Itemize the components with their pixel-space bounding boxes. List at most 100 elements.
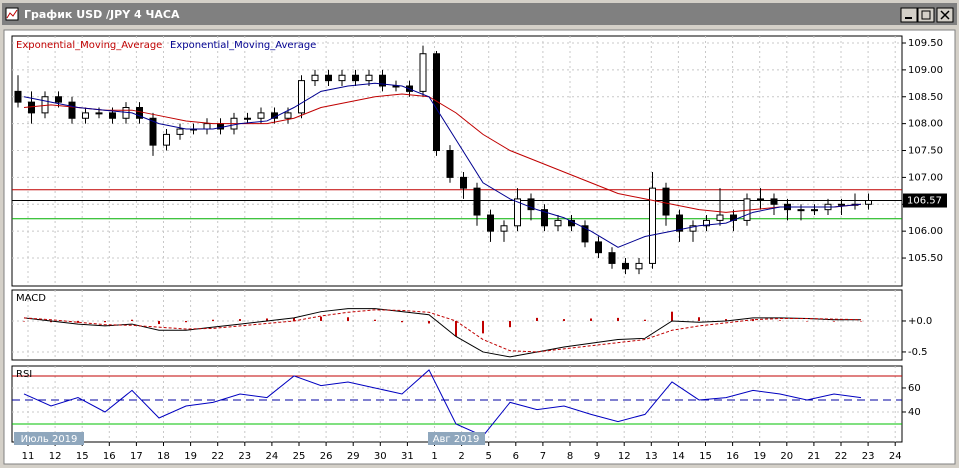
candle-body (55, 96, 62, 103)
candle-body (500, 225, 508, 232)
candle-body (109, 112, 116, 119)
macd-bar (617, 317, 619, 321)
macd-bar (266, 318, 268, 321)
macd-bar (50, 320, 52, 323)
macd-bar (239, 319, 241, 321)
candle-body (716, 214, 724, 221)
candle-body (554, 219, 562, 227)
candle-body (662, 187, 670, 216)
indicator-line (23, 93, 862, 213)
macd-bar (455, 320, 457, 337)
candle-body (595, 241, 602, 254)
indicator-line (23, 308, 861, 358)
window-icon (5, 7, 19, 21)
candle-body (433, 53, 440, 152)
panel-frame (11, 35, 903, 287)
macd-bar (428, 320, 430, 324)
candle-body (163, 133, 170, 146)
candle-body (581, 225, 589, 243)
indicator-line (23, 369, 862, 437)
window-buttons[interactable] (900, 7, 954, 23)
y-tick-label: 107.00 (908, 172, 943, 183)
x-tick-label: 5 (486, 451, 492, 462)
period-label-box (14, 432, 84, 445)
y-tick-label: 109.50 (908, 38, 943, 49)
y-tick-label: -0.5 (908, 347, 928, 358)
last-price-label: 106.57 (907, 196, 942, 207)
macd-bar (644, 319, 646, 321)
macd-bar (590, 318, 592, 321)
macd-bar (833, 320, 835, 322)
x-tick-label: 1 (431, 451, 437, 462)
candle-body (14, 90, 22, 103)
y-tick-label: 106.00 (908, 226, 943, 237)
macd-bar (77, 320, 79, 323)
x-tick-label: 30 (374, 451, 387, 462)
candle-body (703, 219, 710, 227)
last-price-box (903, 193, 947, 208)
macd-bar (212, 319, 214, 321)
x-tick-label: 26 (320, 451, 333, 462)
x-tick-label: 12 (49, 451, 62, 462)
x-tick-label: 24 (889, 451, 902, 462)
candle-body (649, 187, 656, 264)
x-tick-label: 24 (266, 451, 279, 462)
x-tick-label: 31 (401, 451, 414, 462)
candle-body (28, 101, 35, 114)
candle-body (527, 198, 535, 211)
candle-body (487, 214, 494, 232)
macd-bar (347, 317, 349, 321)
macd-bar (725, 319, 727, 321)
minimize-button[interactable] (900, 7, 918, 23)
x-tick-label: 25 (293, 451, 306, 462)
candle-body (460, 176, 467, 189)
candle-body (244, 117, 251, 120)
candle-body (541, 209, 548, 227)
x-tick-label: 2 (458, 451, 464, 462)
x-tick-label: 12 (618, 451, 631, 462)
candle-body (446, 150, 454, 178)
period-label: Авг 2019 (433, 434, 480, 445)
macd-bar (509, 320, 511, 328)
x-tick-label: 18 (157, 451, 170, 462)
y-tick-label: 108.50 (908, 92, 943, 103)
candle-body (770, 198, 778, 205)
candle-body (608, 252, 616, 264)
y-tick-label: 109.00 (908, 65, 943, 76)
macd-bar (482, 320, 484, 334)
candle-body (68, 101, 76, 119)
macd-bar (779, 320, 781, 321)
macd-bar (563, 319, 565, 321)
macd-bar (806, 320, 808, 322)
x-tick-label: 14 (672, 451, 685, 462)
window-title: График USD /JPY 4 ЧАСА (24, 8, 180, 21)
macd-bar (698, 317, 700, 321)
candle-body (176, 128, 184, 135)
x-tick-label: 16 (103, 451, 116, 462)
macd-bar (104, 320, 106, 323)
macd-bar (374, 319, 376, 321)
macd-bar (536, 317, 538, 321)
plot-layer: 105.50106.00106.50107.00107.50108.00108.… (11, 35, 947, 462)
x-tick-label: 21 (808, 451, 821, 462)
candle-body (811, 209, 818, 212)
maximize-button[interactable] (917, 7, 935, 23)
candle-body (136, 107, 143, 119)
y-tick-label: 40 (908, 407, 921, 418)
x-tick-label: 23 (862, 451, 875, 462)
period-label-box (428, 432, 485, 445)
macd-bar (401, 320, 403, 323)
candle-body (797, 209, 805, 212)
candle-body (514, 198, 521, 227)
x-tick-label: 7 (540, 451, 546, 462)
legend-entry: Exponential_Moving_Average (16, 40, 162, 51)
candle-body (95, 112, 103, 115)
legend-entry: Exponential_Moving_Average (170, 40, 316, 51)
x-tick-label: 23 (238, 451, 251, 462)
candle-body (311, 74, 319, 82)
x-tick-label: 17 (130, 451, 143, 462)
x-tick-label: 22 (835, 451, 848, 462)
candle-body (365, 74, 373, 82)
x-tick-label: 20 (780, 451, 793, 462)
